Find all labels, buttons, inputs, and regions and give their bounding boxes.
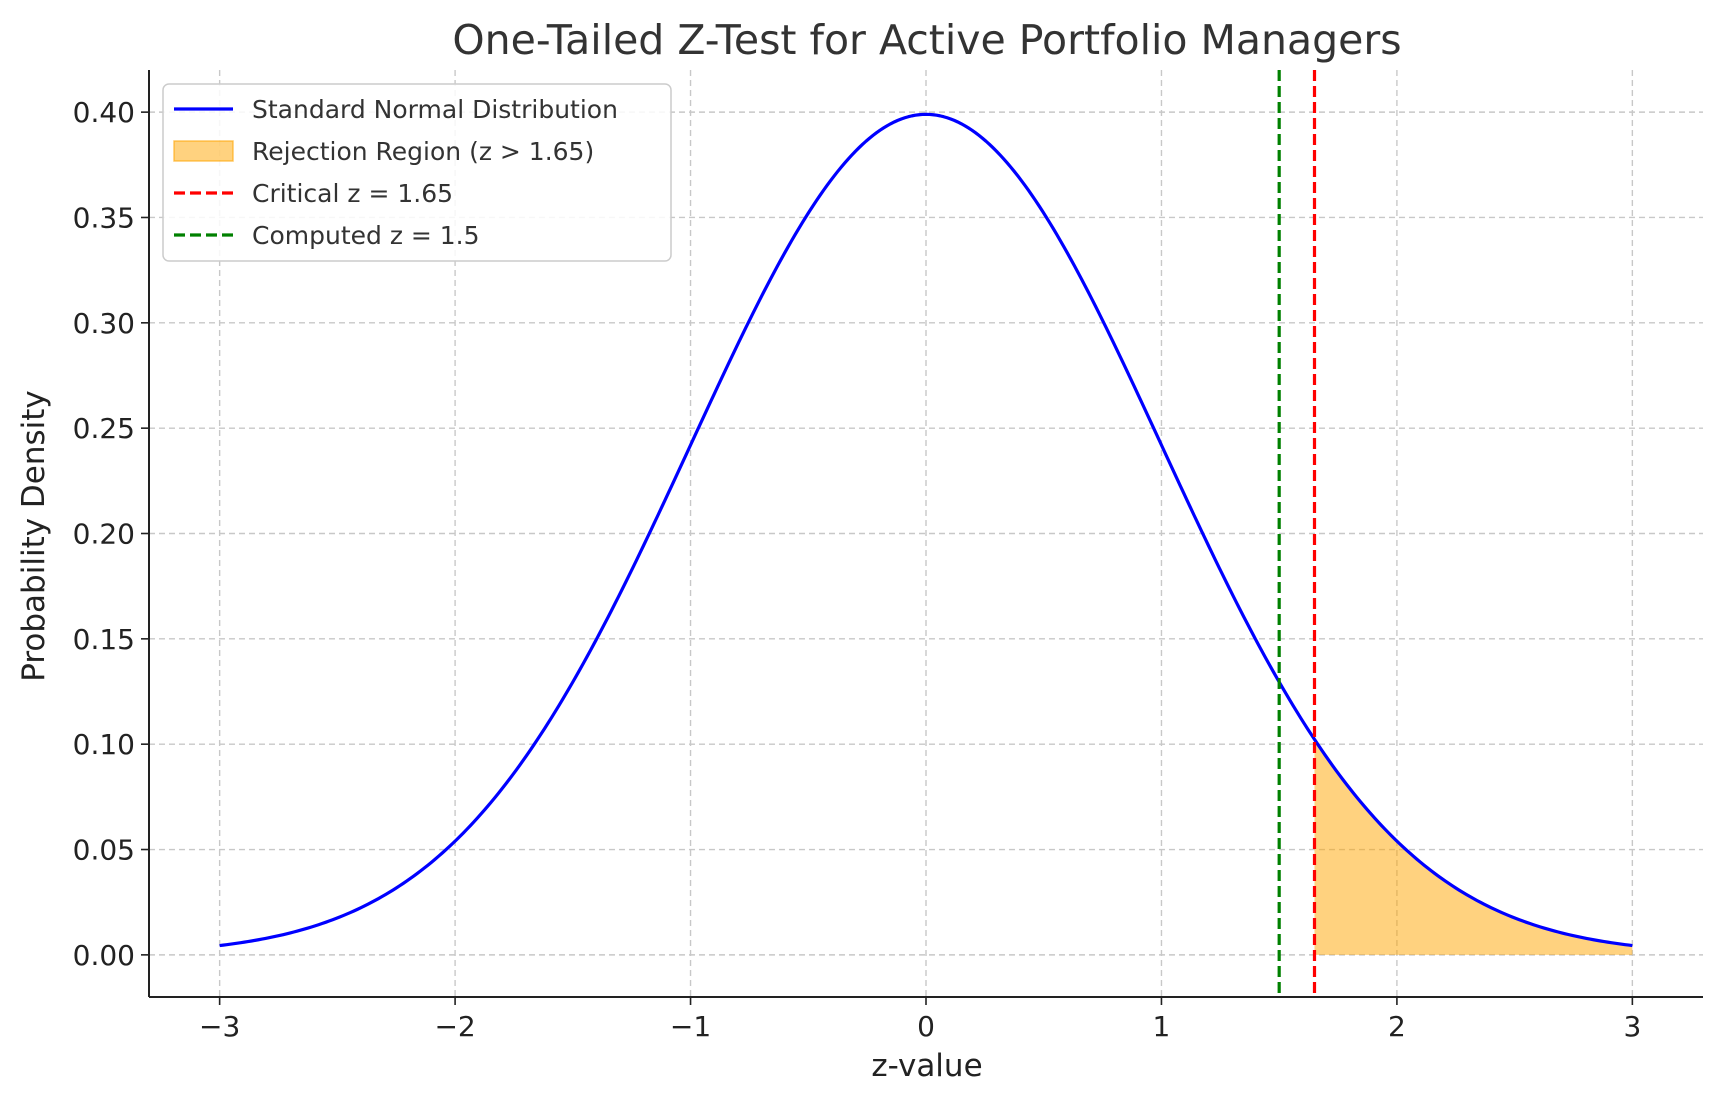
x-tick-layer: −3 −2 −1 0 1 2 3 <box>199 997 1641 1043</box>
legend-entry-label: Critical z = 1.65 <box>252 179 453 208</box>
rejection-region-layer <box>1314 739 1633 955</box>
y-tick-label: 0.15 <box>73 623 135 656</box>
y-tick-label: 0.30 <box>73 307 135 340</box>
rejection-region-area <box>1314 739 1633 955</box>
grid-layer <box>149 70 1703 997</box>
y-axis-label: Probability Density <box>16 390 52 682</box>
legend-swatch-rejection <box>173 140 234 162</box>
x-tick-label: 3 <box>1623 1010 1641 1043</box>
legend-entry-label: Computed z = 1.5 <box>252 221 480 250</box>
normal-distribution-curve <box>219 112 1633 948</box>
y-tick-label: 0.25 <box>73 412 135 445</box>
y-tick-layer: 0.00 0.05 0.10 0.15 0.20 0.25 0.30 0.35 0.40 <box>73 96 149 972</box>
y-tick-label: 0.10 <box>73 728 135 761</box>
legend-frame <box>162 83 672 262</box>
legend-entry-label: Standard Normal Distribution <box>252 95 618 124</box>
y-tick-label: 0.00 <box>73 939 135 972</box>
x-tick-label: 2 <box>1388 1010 1406 1043</box>
legend-entry-label: Rejection Region (z > 1.65) <box>252 137 594 166</box>
y-tick-label: 0.05 <box>73 834 135 867</box>
x-axis-label: z-value <box>871 1048 982 1084</box>
x-tick-label: 1 <box>1153 1010 1171 1043</box>
x-tick-label: 0 <box>917 1010 935 1043</box>
y-tick-label: 0.35 <box>73 201 135 234</box>
y-tick-label: 0.40 <box>73 96 135 129</box>
x-tick-label: −2 <box>434 1010 475 1043</box>
chart-title: One-Tailed Z-Test for Active Portfolio M… <box>452 16 1401 64</box>
x-tick-label: −3 <box>199 1010 240 1043</box>
y-tick-label: 0.20 <box>73 518 135 551</box>
vertical-lines-layer <box>1277 70 1317 997</box>
legend: Standard Normal Distribution Rejection Re… <box>162 83 672 262</box>
x-tick-label: −1 <box>670 1010 711 1043</box>
series-line-layer <box>219 112 1633 948</box>
